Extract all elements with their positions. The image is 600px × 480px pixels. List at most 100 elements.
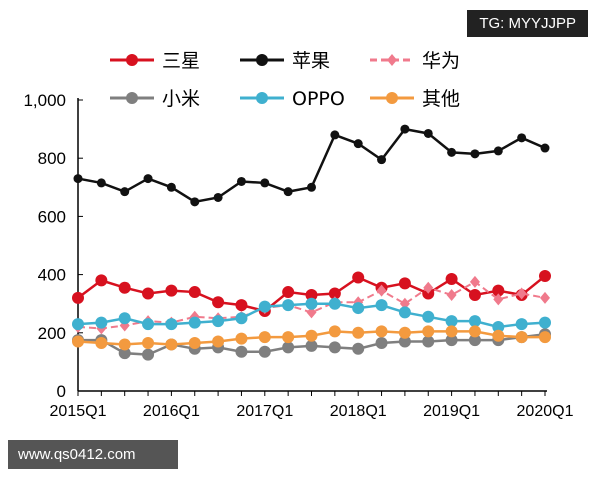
data-point <box>118 347 131 360</box>
data-point <box>375 325 388 338</box>
data-point <box>422 335 435 348</box>
data-point <box>305 329 318 342</box>
data-point <box>539 316 551 329</box>
data-point <box>375 336 388 349</box>
data-point <box>258 345 271 358</box>
data-point <box>468 288 481 301</box>
data-point <box>305 339 318 352</box>
data-point <box>212 315 225 328</box>
y-tick-label: 200 <box>38 324 66 343</box>
data-point <box>328 287 341 300</box>
data-point <box>423 128 433 138</box>
data-point <box>328 297 341 310</box>
legend-item: 苹果 <box>240 50 330 72</box>
x-tick-label: 2015Q1 <box>50 403 107 420</box>
data-point <box>73 174 83 184</box>
series-OPPO <box>72 297 551 333</box>
x-tick-label: 2018Q1 <box>330 403 387 420</box>
data-point <box>258 300 271 313</box>
data-point <box>377 155 387 165</box>
legend-marker <box>126 54 138 66</box>
data-point <box>72 318 84 331</box>
data-point <box>469 275 480 288</box>
data-point <box>423 281 434 294</box>
data-point <box>118 312 131 325</box>
legend-label: 三星 <box>162 50 200 72</box>
data-point <box>398 326 411 339</box>
data-point <box>493 293 504 306</box>
legend-marker <box>256 92 268 104</box>
legend-label: OPPO <box>292 88 345 110</box>
data-point <box>142 287 155 300</box>
legend-marker <box>387 54 397 66</box>
data-point <box>492 320 505 333</box>
y-tick-label: 800 <box>38 149 66 168</box>
watermark-top: TG: MYYJJPP <box>467 10 588 37</box>
data-point <box>352 302 365 315</box>
data-point <box>118 338 131 351</box>
x-tick-label: 2019Q1 <box>423 403 480 420</box>
data-point <box>328 341 341 354</box>
data-point <box>236 176 246 186</box>
y-tick-label: 1,000 <box>23 91 66 110</box>
legend-label: 华为 <box>422 50 460 72</box>
x-tick-label: 2020Q1 <box>517 403 574 420</box>
data-point <box>493 146 503 156</box>
legend-label: 苹果 <box>292 50 330 72</box>
data-point <box>352 326 365 339</box>
data-point <box>258 331 271 344</box>
legend-marker <box>256 54 268 66</box>
data-point <box>445 272 458 285</box>
data-point <box>398 335 411 348</box>
data-point <box>330 130 340 140</box>
legend-label: 小米 <box>162 88 200 110</box>
data-point <box>398 277 411 290</box>
data-point <box>235 299 248 312</box>
data-point <box>515 318 528 331</box>
legend-marker <box>126 92 138 104</box>
legend-marker <box>386 92 398 104</box>
data-point <box>188 316 201 329</box>
data-point <box>118 281 131 294</box>
data-point <box>282 341 295 354</box>
series-其他 <box>72 325 551 351</box>
data-point <box>190 197 200 207</box>
data-point <box>352 271 365 284</box>
data-point <box>165 338 178 351</box>
x-tick-label: 2017Q1 <box>236 403 293 420</box>
data-point <box>282 331 295 344</box>
data-point <box>307 182 316 192</box>
legend-item: 小米 <box>110 88 200 110</box>
data-point <box>422 310 435 323</box>
series-三星 <box>72 270 551 317</box>
legend-item: 三星 <box>110 50 200 72</box>
x-tick-label: 2016Q1 <box>143 403 200 420</box>
data-point <box>539 270 551 283</box>
data-point <box>95 316 108 329</box>
data-point <box>142 348 155 361</box>
data-point <box>353 139 363 149</box>
data-point <box>165 318 178 331</box>
data-point <box>282 299 295 312</box>
data-point <box>446 288 457 301</box>
data-point <box>188 286 201 299</box>
data-point <box>468 315 481 328</box>
data-point <box>468 334 481 347</box>
data-point <box>212 335 225 348</box>
data-point <box>517 133 527 143</box>
data-point <box>306 306 317 319</box>
data-point <box>72 335 84 348</box>
data-point <box>142 318 155 331</box>
data-point <box>399 297 410 310</box>
data-point <box>539 331 551 344</box>
data-point <box>95 336 108 349</box>
data-point <box>328 325 341 338</box>
data-point <box>235 312 248 325</box>
data-point <box>352 342 365 355</box>
data-point <box>212 296 225 309</box>
data-point <box>375 299 388 312</box>
legend-label: 其他 <box>422 88 460 110</box>
data-point <box>515 331 528 344</box>
